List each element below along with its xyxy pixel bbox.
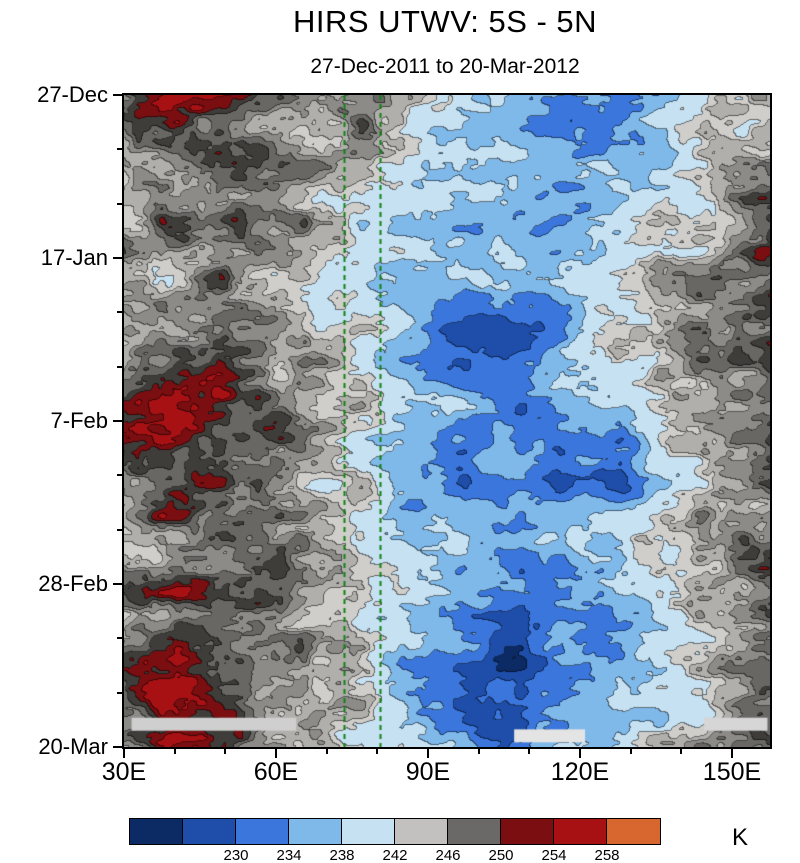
x-minor-tick	[325, 749, 328, 754]
x-tick-label: 60E	[253, 758, 299, 786]
colorbar-tick-label: 234	[276, 847, 302, 863]
colorbar-cell	[607, 819, 660, 844]
y-minor-tick	[117, 691, 122, 694]
colorbar-cell	[501, 819, 554, 844]
y-major-tick	[113, 420, 122, 422]
x-tick-label: 150E	[702, 758, 762, 786]
colorbar-tick-label: 230	[223, 847, 249, 863]
x-major-tick	[123, 749, 125, 758]
x-major-tick	[731, 749, 733, 758]
colorbar-tick-label: 242	[382, 847, 408, 863]
chart-title: HIRS UTWV: 5S - 5N	[292, 4, 598, 39]
colorbar-tick-label: 250	[488, 847, 514, 863]
colorbar-cell	[448, 819, 501, 844]
x-major-tick	[579, 749, 581, 758]
y-minor-tick	[117, 637, 122, 640]
colorbar-cell	[554, 819, 607, 844]
y-tick-label: 7-Feb	[50, 408, 108, 433]
y-major-tick	[113, 257, 122, 259]
x-tick-label: 120E	[550, 758, 610, 786]
colorbar-cell	[395, 819, 448, 844]
colorbar-unit-label: K	[731, 824, 748, 851]
x-minor-tick	[224, 749, 227, 754]
y-tick-label: 28-Feb	[38, 571, 108, 596]
colorbar-tick-label: 258	[594, 847, 620, 863]
y-major-tick	[113, 94, 122, 96]
y-minor-tick	[117, 148, 122, 151]
y-minor-tick	[117, 202, 122, 205]
colorbar-cell	[183, 819, 236, 844]
x-minor-tick	[477, 749, 480, 754]
y-minor-tick	[117, 528, 122, 531]
y-tick-label: 17-Jan	[40, 245, 108, 270]
x-tick-label: 30E	[101, 758, 147, 786]
plot-area	[122, 93, 772, 749]
y-minor-tick	[117, 311, 122, 314]
y-minor-tick	[117, 474, 122, 477]
x-minor-tick	[173, 749, 176, 754]
colorbar-cell	[342, 819, 395, 844]
heatmap-canvas	[124, 95, 770, 747]
chart-subtitle: 27-Dec-2011 to 20-Mar-2012	[310, 55, 580, 78]
x-minor-tick	[376, 749, 379, 754]
x-tick-label: 90E	[405, 758, 451, 786]
colorbar-cell	[236, 819, 289, 844]
colorbar-tick-label: 246	[435, 847, 461, 863]
y-major-tick	[113, 746, 122, 748]
x-major-tick	[275, 749, 277, 758]
x-minor-tick	[629, 749, 632, 754]
y-tick-label: 20-Mar	[38, 734, 108, 759]
y-tick-label: 27-Dec	[37, 82, 108, 107]
colorbar-tick-label: 238	[329, 847, 355, 863]
y-minor-tick	[117, 365, 122, 368]
colorbar-cell	[289, 819, 342, 844]
colorbar-cell	[130, 819, 183, 844]
x-minor-tick	[528, 749, 531, 754]
x-minor-tick	[680, 749, 683, 754]
y-major-tick	[113, 583, 122, 585]
x-major-tick	[427, 749, 429, 758]
colorbar	[129, 818, 661, 845]
colorbar-tick-label: 254	[541, 847, 567, 863]
